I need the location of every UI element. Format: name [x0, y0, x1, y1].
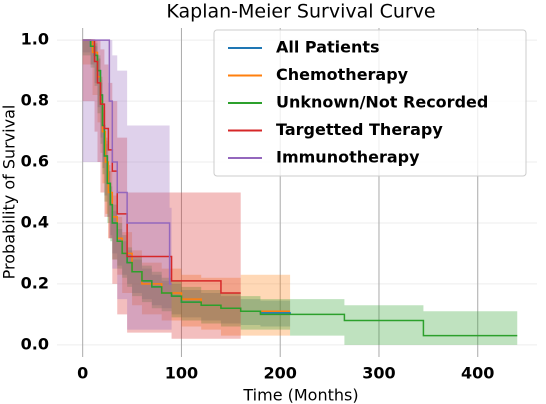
legend-label: Targetted Therapy [276, 120, 443, 139]
y-tick-label: 0.6 [21, 152, 49, 171]
legend-label: Chemotherapy [276, 65, 409, 84]
x-tick-label: 300 [362, 364, 395, 383]
y-tick-label: 0.8 [21, 91, 49, 110]
x-tick-label: 0 [77, 364, 88, 383]
x-axis-label: Time (Months) [242, 386, 358, 404]
x-tick-label: 200 [264, 364, 297, 383]
legend-label: Immunotherapy [276, 148, 420, 167]
confidence-band [82, 40, 241, 339]
x-tick-label: 100 [165, 364, 198, 383]
plot-area [82, 39, 518, 345]
y-tick-label: 0.2 [21, 273, 49, 292]
y-tick-label: 1.0 [21, 30, 49, 49]
y-axis-label: Probability of Survival [0, 105, 19, 280]
legend-label: All Patients [276, 38, 380, 57]
y-tick-label: 0.0 [21, 334, 49, 353]
legend-label: Unknown/Not Recorded [276, 93, 488, 112]
x-tick-label: 400 [461, 364, 494, 383]
survival-line [82, 39, 172, 285]
confidence-band [82, 40, 518, 345]
survival-line [82, 39, 241, 294]
confidence-band [82, 40, 172, 330]
legend: All Patients Chemotherapy Unknown/Not Reco… [213, 29, 527, 177]
chart-title: Kaplan-Meier Survival Curve [166, 1, 435, 23]
ticks: 0.0 0.2 0.4 0.6 0.8 1.0 0 100 200 300 400 [21, 30, 495, 383]
confidence-band [82, 40, 291, 336]
y-tick-label: 0.4 [21, 212, 49, 231]
legend-box [213, 29, 527, 177]
